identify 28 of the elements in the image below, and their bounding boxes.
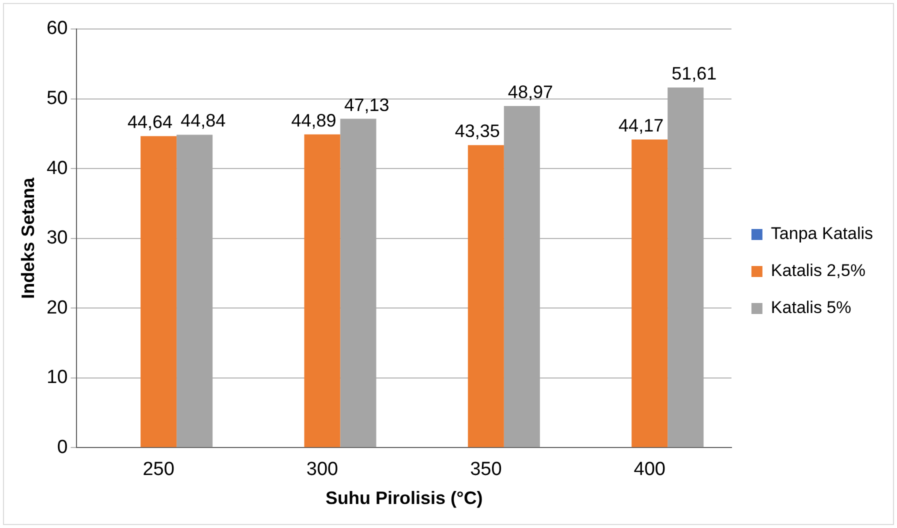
y-tick-label: 40 [46, 158, 68, 179]
y-tick-label: 60 [46, 18, 68, 40]
x-tick-label: 250 [142, 459, 174, 480]
y-tick-label: 0 [57, 436, 68, 458]
legend-label: Katalis 2,5% [770, 261, 866, 280]
bar [468, 145, 504, 448]
bar [632, 139, 668, 448]
data-label: 44,17 [618, 115, 664, 136]
x-tick-label: 400 [634, 459, 666, 480]
data-label: 44,64 [128, 112, 173, 132]
y-tick-label: 50 [46, 88, 68, 109]
x-tick-label: 300 [306, 459, 338, 480]
bar [304, 134, 340, 448]
data-label: 44,84 [180, 110, 226, 131]
data-label: 44,89 [291, 110, 336, 130]
bar [140, 136, 177, 448]
y-axis-title: Indeks Setana [18, 176, 38, 299]
data-label: 51,61 [672, 64, 717, 84]
y-tick-label: 20 [46, 297, 68, 318]
y-tick-label: 30 [46, 228, 68, 249]
data-label: 48,97 [508, 82, 553, 102]
data-label: 47,13 [344, 94, 390, 115]
legend-label: Tanpa Katalis [770, 224, 874, 244]
y-tick-label: 10 [46, 367, 68, 388]
x-axis-title: Suhu Pirolisis (°C) [325, 488, 483, 508]
x-tick-label: 350 [470, 459, 502, 480]
legend-label: Katalis 5% [770, 298, 852, 318]
data-label: 43,35 [454, 121, 500, 142]
